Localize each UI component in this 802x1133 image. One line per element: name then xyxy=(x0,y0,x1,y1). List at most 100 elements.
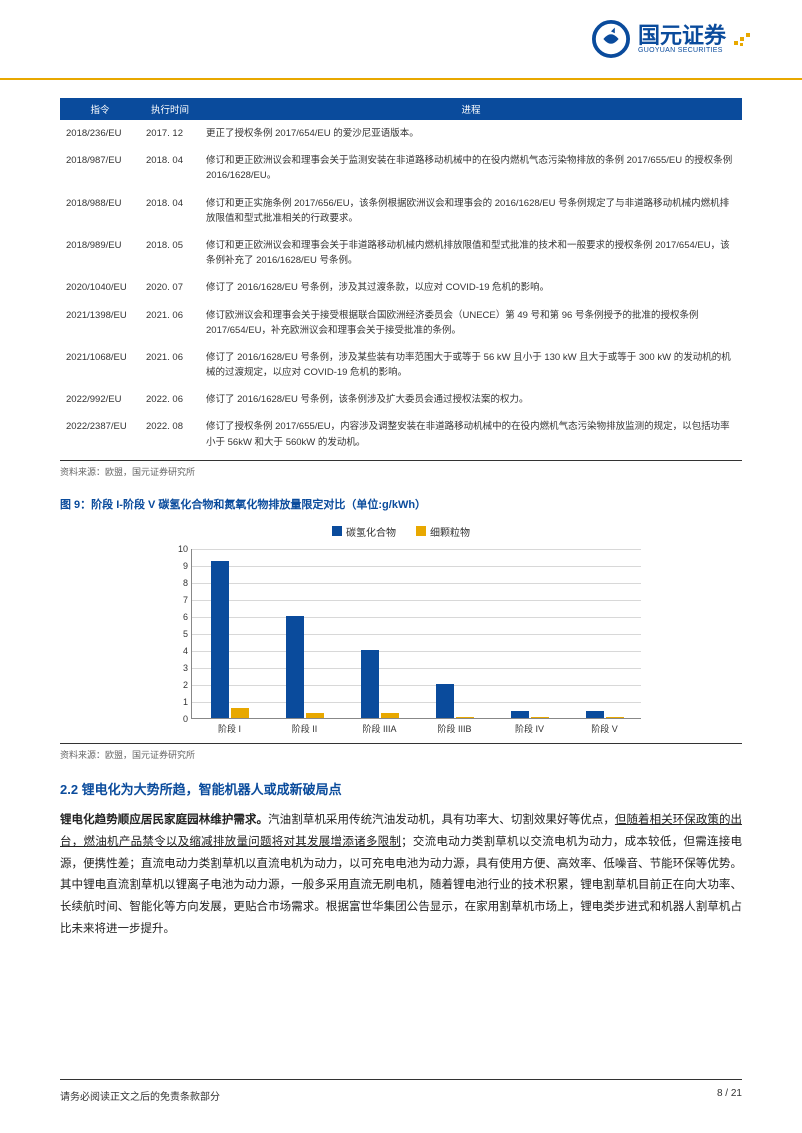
legend-label-hc: 碳氢化合物 xyxy=(346,524,396,539)
chart-bar xyxy=(361,650,379,718)
col-directive: 指令 xyxy=(60,98,140,120)
y-tick-label: 1 xyxy=(183,697,192,707)
bar-group: 阶段 IIIA xyxy=(350,650,410,718)
p1-bold: 锂电化趋势顺应居民家庭园林维护需求。 xyxy=(60,814,268,826)
y-tick-label: 4 xyxy=(183,646,192,656)
table-cell: 2021/1398/EU xyxy=(60,302,140,344)
table-cell: 2018/988/EU xyxy=(60,190,140,232)
x-tick-label: 阶段 V xyxy=(575,718,635,735)
page-content: 指令 执行时间 进程 2018/236/EU2017. 12更正了授权条例 20… xyxy=(0,80,802,941)
company-logo: 国元证券 GUOYUAN SECURITIES xyxy=(592,20,752,58)
table-source: 资料来源：欧盟，国元证券研究所 xyxy=(60,460,742,478)
table-cell: 2021. 06 xyxy=(140,344,200,386)
table-cell: 2018/987/EU xyxy=(60,147,140,189)
page-footer: 请务必阅读正文之后的免责条款部分 8 / 21 xyxy=(60,1079,742,1103)
col-process: 进程 xyxy=(200,98,742,120)
body-paragraph: 锂电化趋势顺应居民家庭园林维护需求。汽油割草机采用传统汽油发动机，具有功率大、切… xyxy=(60,810,742,941)
y-tick-label: 6 xyxy=(183,612,192,622)
section-heading: 2.2 锂电化为大势所趋，智能机器人或成新破局点 xyxy=(60,779,742,798)
logo-text-group: 国元证券 GUOYUAN SECURITIES xyxy=(638,25,726,54)
x-tick-label: 阶段 IIIB xyxy=(425,718,485,735)
bar-group: 阶段 V xyxy=(575,711,635,718)
table-cell: 2022/992/EU xyxy=(60,386,140,413)
x-tick-label: 阶段 IV xyxy=(500,718,560,735)
table-cell: 2022. 06 xyxy=(140,386,200,413)
table-cell: 2021/1068/EU xyxy=(60,344,140,386)
table-row: 2018/236/EU2017. 12更正了授权条例 2017/654/EU 的… xyxy=(60,120,742,147)
chart-title: 图 9：阶段 I-阶段 V 碳氢化合物和氮氧化物排放量限定对比（单位:g/kWh… xyxy=(60,496,742,512)
table-cell: 2018. 04 xyxy=(140,190,200,232)
table-cell: 2021. 06 xyxy=(140,302,200,344)
bar-group: 阶段 II xyxy=(275,616,335,718)
table-cell: 修订了 2016/1628/EU 号条例，该条例涉及扩大委员会通过授权法案的权力… xyxy=(200,386,742,413)
y-tick-label: 8 xyxy=(183,578,192,588)
chart-legend: 碳氢化合物 细颗粒物 xyxy=(161,524,641,539)
table-row: 2021/1068/EU2021. 06修订了 2016/1628/EU 号条例… xyxy=(60,344,742,386)
chart-bar xyxy=(231,708,249,717)
chart-source: 资料来源：欧盟，国元证券研究所 xyxy=(60,743,742,761)
table-cell: 2018/989/EU xyxy=(60,232,140,274)
p1-tail: 汽油割草机采用传统汽油发动机，具有功率大、切割效果好等优点， xyxy=(268,814,615,826)
y-tick-label: 10 xyxy=(178,544,192,554)
y-tick-label: 7 xyxy=(183,595,192,605)
logo-icon xyxy=(592,20,630,58)
chart-bar xyxy=(286,616,304,718)
col-date: 执行时间 xyxy=(140,98,200,120)
table-cell: 修订和更正实施条例 2017/656/EU，该条例根据欧洲议会和理事会的 201… xyxy=(200,190,742,232)
y-tick-label: 2 xyxy=(183,680,192,690)
emissions-chart: 碳氢化合物 细颗粒物 012345678910阶段 I阶段 II阶段 IIIA阶… xyxy=(60,524,742,739)
table-cell: 2018. 05 xyxy=(140,232,200,274)
bar-group: 阶段 IIIB xyxy=(425,684,485,718)
chart-plot-area: 012345678910阶段 I阶段 II阶段 IIIA阶段 IIIB阶段 IV… xyxy=(191,549,641,719)
table-row: 2018/988/EU2018. 04修订和更正实施条例 2017/656/EU… xyxy=(60,190,742,232)
x-tick-label: 阶段 I xyxy=(200,718,260,735)
table-row: 2020/1040/EU2020. 07修订了 2016/1628/EU 号条例… xyxy=(60,274,742,301)
legend-swatch-hc xyxy=(332,526,342,536)
chart-bar xyxy=(436,684,454,718)
table-cell: 2017. 12 xyxy=(140,120,200,147)
table-row: 2022/2387/EU2022. 08修订了授权条例 2017/655/EU，… xyxy=(60,413,742,455)
legend-label-pm: 细颗粒物 xyxy=(430,524,470,539)
table-cell: 2020/1040/EU xyxy=(60,274,140,301)
table-cell: 2018/236/EU xyxy=(60,120,140,147)
logo-dots-icon xyxy=(732,29,752,49)
y-tick-label: 0 xyxy=(183,714,192,724)
bar-group: 阶段 I xyxy=(200,561,260,717)
table-cell: 2018. 04 xyxy=(140,147,200,189)
footer-page-number: 8 / 21 xyxy=(717,1088,742,1103)
table-header-row: 指令 执行时间 进程 xyxy=(60,98,742,120)
x-tick-label: 阶段 II xyxy=(275,718,335,735)
table-cell: 2022. 08 xyxy=(140,413,200,455)
table-cell: 修订和更正欧洲议会和理事会关于非道路移动机械内燃机排放限值和型式批准的技术和一般… xyxy=(200,232,742,274)
legend-item-pm: 细颗粒物 xyxy=(416,524,470,539)
grid-line xyxy=(192,549,641,550)
table-cell: 修订了授权条例 2017/655/EU，内容涉及调整安装在非道路移动机械中的在役… xyxy=(200,413,742,455)
table-row: 2018/987/EU2018. 04修订和更正欧洲议会和理事会关于监测安装在非… xyxy=(60,147,742,189)
chart-bar xyxy=(586,711,604,718)
p1-rest: ；交流电动力类割草机以交流电机为动力，成本较低，但需连接电源，便携性差；直流电动… xyxy=(60,836,742,935)
bar-group: 阶段 IV xyxy=(500,711,560,718)
page-header: 国元证券 GUOYUAN SECURITIES xyxy=(0,0,802,80)
table-cell: 修订和更正欧洲议会和理事会关于监测安装在非道路移动机械中的在役内燃机气态污染物排… xyxy=(200,147,742,189)
company-name-en: GUOYUAN SECURITIES xyxy=(638,47,726,54)
company-name-cn: 国元证券 xyxy=(638,25,726,47)
y-tick-label: 9 xyxy=(183,561,192,571)
table-row: 2022/992/EU2022. 06修订了 2016/1628/EU 号条例，… xyxy=(60,386,742,413)
legend-item-hc: 碳氢化合物 xyxy=(332,524,396,539)
y-tick-label: 5 xyxy=(183,629,192,639)
table-cell: 2022/2387/EU xyxy=(60,413,140,455)
chart-bar xyxy=(511,711,529,718)
y-tick-label: 3 xyxy=(183,663,192,673)
table-cell: 更正了授权条例 2017/654/EU 的爱沙尼亚语版本。 xyxy=(200,120,742,147)
table-cell: 2020. 07 xyxy=(140,274,200,301)
x-tick-label: 阶段 IIIA xyxy=(350,718,410,735)
legend-swatch-pm xyxy=(416,526,426,536)
table-cell: 修订了 2016/1628/EU 号条例，涉及某些装有功率范围大于或等于 56 … xyxy=(200,344,742,386)
directives-table: 指令 执行时间 进程 2018/236/EU2017. 12更正了授权条例 20… xyxy=(60,98,742,456)
chart-bar xyxy=(211,561,229,717)
table-cell: 修订了 2016/1628/EU 号条例，涉及其过渡条款，以应对 COVID-1… xyxy=(200,274,742,301)
table-row: 2018/989/EU2018. 05修订和更正欧洲议会和理事会关于非道路移动机… xyxy=(60,232,742,274)
table-cell: 修订欧洲议会和理事会关于接受根据联合国欧洲经济委员会（UNECE）第 49 号和… xyxy=(200,302,742,344)
footer-disclaimer: 请务必阅读正文之后的免责条款部分 xyxy=(60,1088,220,1103)
table-row: 2021/1398/EU2021. 06修订欧洲议会和理事会关于接受根据联合国欧… xyxy=(60,302,742,344)
